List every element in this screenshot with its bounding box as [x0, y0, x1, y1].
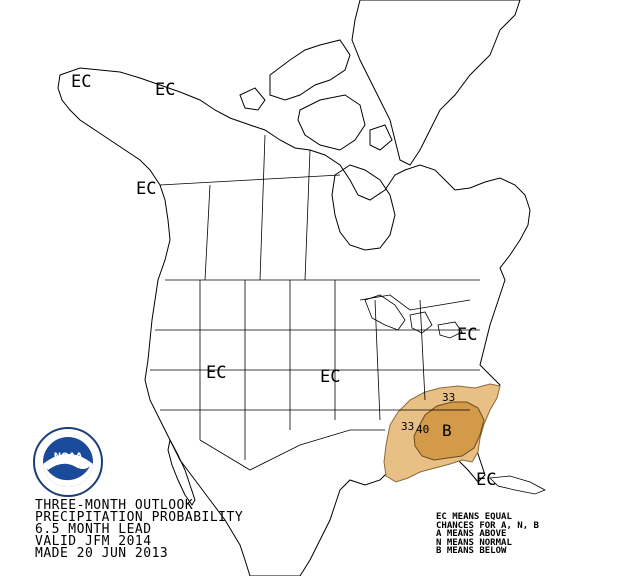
ec-label-west: EC: [206, 363, 227, 383]
title-line: VALID JFM 2014: [35, 534, 152, 549]
ec-label-alaska-west: EC: [71, 72, 92, 92]
below-40-region: [414, 402, 484, 460]
hudson-bay-outline: [331, 164, 396, 251]
legend-line: EC MEANS EQUAL: [436, 512, 512, 522]
legend-line: N MEANS NORMAL: [436, 537, 512, 548]
ec-label-plains: EC: [320, 367, 341, 387]
legend-block: EC MEANS EQUAL CHANCES FOR A, N, B A MEA…: [436, 513, 539, 556]
greenland-outline: [351, 0, 521, 166]
great-lakes-outline: [364, 294, 463, 339]
legend-line: CHANCES FOR A, N, B: [436, 520, 539, 531]
noaa-logo-text: NOAA: [54, 452, 83, 462]
outlook-title-block: THREE-MONTH OUTLOOK PRECIPITATION PROBAB…: [35, 498, 244, 561]
baja-outline: [167, 438, 196, 506]
noaa-logo-icon: NOAA: [33, 427, 103, 497]
legend-line: A MEANS ABOVE: [436, 529, 507, 540]
title-line: THREE-MONTH OUTLOOK: [35, 498, 194, 513]
below-normal-label: B: [442, 421, 452, 440]
title-line: PRECIPITATION PROBABILITY: [35, 510, 244, 525]
title-line: MADE 20 JUN 2013: [35, 546, 169, 561]
contour-33-top-label: 33: [442, 391, 456, 404]
contour-33-line: [383, 383, 501, 483]
ec-label-florida: EC: [476, 470, 497, 490]
arctic-islands-outline: [239, 39, 393, 151]
legend-line: B MEANS BELOW: [436, 546, 507, 557]
ec-label-alaska-east: EC: [155, 80, 176, 100]
title-line: 6.5 MONTH LEAD: [35, 522, 152, 537]
contour-40-label: 40: [416, 423, 430, 436]
cuba-outline: [489, 475, 546, 495]
contour-40-line: [413, 401, 485, 461]
contour-33-left-label: 33: [401, 420, 415, 433]
ec-label-northeast: EC: [457, 325, 478, 345]
ec-label-bc: EC: [136, 179, 157, 199]
